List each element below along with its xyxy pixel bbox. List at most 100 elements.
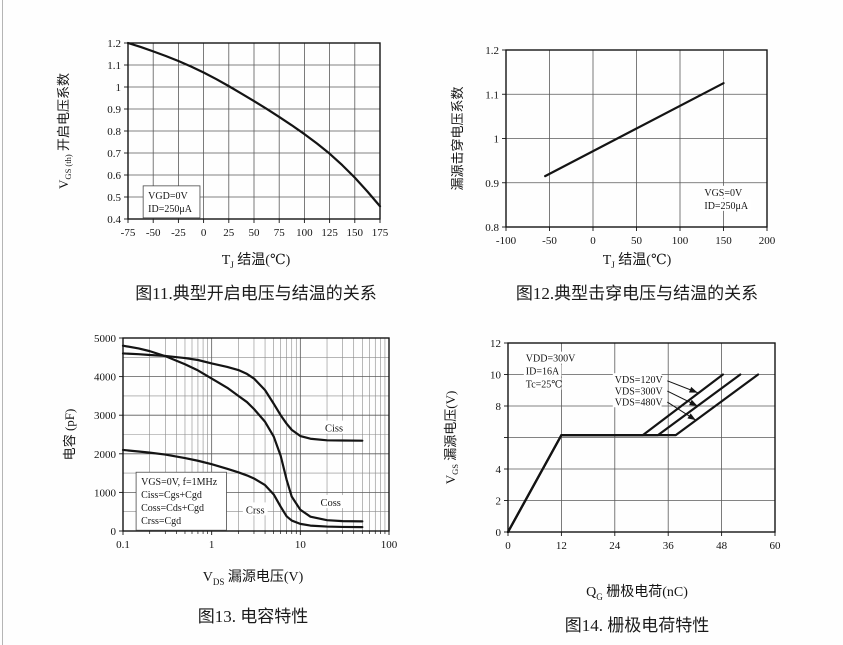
fig11-plot-border [127, 42, 381, 220]
svg-text:60: 60 [770, 540, 782, 552]
svg-text:ID=250μA: ID=250μA [704, 201, 749, 212]
fig11-caption: 图11.典型开启电压与结温的关系 [135, 284, 377, 303]
svg-text:-25: -25 [171, 227, 186, 239]
figure-12-breakdown-voltage-vs-temperature: -100 -50 0 50 100 150 200 0.8 0.9 1 1.1 1.2 漏源击穿电压系数… [450, 10, 820, 310]
svg-text:Crss: Crss [246, 505, 265, 516]
svg-text:36: 36 [663, 540, 675, 552]
svg-text:-50: -50 [542, 235, 557, 247]
fig14-y-axis-label: VGS 漏源电压(V) [443, 391, 460, 485]
fig13-x-tick-labels: 0.1 1 10 100 [116, 539, 398, 551]
svg-text:1: 1 [494, 134, 500, 146]
fig12-annotation: VGS=0V ID=250μA [702, 185, 752, 212]
svg-text:1: 1 [116, 82, 122, 94]
svg-text:200: 200 [759, 235, 776, 247]
fig14-caption: 图14. 栅极电荷特性 [564, 616, 710, 635]
fig14-pointer-VDS=120V: VDS=120V [612, 373, 698, 394]
svg-text:VDS=120V: VDS=120V [615, 375, 664, 386]
fig13-annotation: VGS=0V, f=1MHz Ciss=Cgs+Cgd Coss=Cds+Cgd Cr… [135, 471, 227, 531]
fig12-y-axis-label: 漏源击穿电压系数 [450, 86, 465, 190]
svg-text:75: 75 [274, 227, 286, 239]
fig12-y-tick-labels: 0.8 0.9 1 1.1 1.2 [485, 45, 499, 234]
fig14-curve-VDS=480V [506, 373, 760, 534]
svg-text:3000: 3000 [94, 410, 117, 422]
svg-text:0.8: 0.8 [485, 222, 499, 234]
fig12-grid [502, 49, 768, 231]
fig13-caption: 图13. 电容特性 [197, 607, 309, 626]
svg-text:0: 0 [496, 527, 502, 539]
svg-text:VGS 漏源电压(V): VGS 漏源电压(V) [443, 391, 460, 485]
svg-text:12: 12 [556, 540, 567, 552]
svg-text:0.7: 0.7 [107, 148, 121, 160]
svg-text:5000: 5000 [94, 333, 117, 345]
svg-text:0.8: 0.8 [107, 126, 121, 138]
svg-text:0.9: 0.9 [107, 104, 121, 116]
svg-text:0.5: 0.5 [107, 192, 121, 204]
svg-text:Tc=25℃: Tc=25℃ [526, 380, 563, 391]
svg-text:4000: 4000 [94, 372, 117, 384]
fig11-curve-normalized-threshold-voltage [126, 41, 382, 208]
svg-text:1.1: 1.1 [485, 89, 499, 101]
fig12-plot: -100 -50 0 50 100 150 200 0.8 0.9 1 1.1 1.2 漏源击穿电压系数… [450, 45, 776, 247]
fig11-series [126, 41, 382, 208]
fig13-y-tick-labels: 0 1000 2000 3000 4000 5000 [94, 333, 117, 538]
svg-text:Crss=Cgd: Crss=Cgd [141, 516, 181, 527]
svg-text:1.1: 1.1 [107, 60, 121, 72]
svg-text:VGS=0V: VGS=0V [704, 188, 743, 199]
fig11-y-axis-label: VGS (th) 开启电压系数 [56, 73, 73, 189]
fig13-curve-label-Coss: Coss [318, 495, 344, 509]
svg-text:ID=250μA: ID=250μA [148, 204, 193, 215]
fig13-plot-border [122, 337, 390, 532]
svg-text:100: 100 [296, 227, 313, 239]
svg-text:Coss: Coss [320, 498, 340, 509]
fig14-series [506, 373, 760, 534]
fig14-annotation: VDD=300V ID=16A Tc=25℃ [523, 351, 576, 391]
fig13-curve-Crss [121, 448, 364, 529]
svg-text:VGD=0V: VGD=0V [148, 191, 188, 202]
svg-text:VGS (th) 开启电压系数: VGS (th) 开启电压系数 [56, 73, 73, 189]
fig11-annotation: VGD=0V ID=250μA [142, 185, 201, 219]
figure-13-capacitance-characteristics: 0.1 1 10 100 0 1000 2000 3000 4000 5000 电容 (pF) VGS… [50, 325, 415, 640]
fig13-x-axis-label: VDS 漏源电压(V) [202, 570, 304, 587]
svg-text:48: 48 [716, 540, 728, 552]
svg-text:-75: -75 [121, 227, 136, 239]
figure-11-threshold-voltage-vs-temperature: -75 -50 -25 0 25 50 75 100 125 150 175 0.4 0.5 0.6 0.7… [50, 10, 415, 310]
svg-text:100: 100 [381, 539, 398, 551]
svg-text:ID=16A: ID=16A [526, 367, 560, 378]
svg-text:50: 50 [249, 227, 261, 239]
svg-text:175: 175 [372, 227, 389, 239]
svg-text:150: 150 [715, 235, 732, 247]
fig13-series [121, 344, 364, 529]
svg-text:0: 0 [111, 526, 117, 538]
svg-text:50: 50 [631, 235, 643, 247]
fig12-plot-border [505, 49, 768, 228]
svg-text:8: 8 [496, 401, 502, 413]
fig12-x-axis-label: TJ 结温(℃) [602, 253, 672, 270]
svg-text:10: 10 [490, 370, 502, 382]
fig11-plot: -75 -50 -25 0 25 50 75 100 125 150 175 0.4 0.5 0.6 0.7… [56, 38, 389, 239]
svg-text:4: 4 [496, 464, 502, 476]
fig13-y-axis-label: 电容 (pF) [62, 409, 77, 461]
svg-text:2: 2 [496, 496, 502, 508]
svg-text:1000: 1000 [94, 487, 117, 499]
figure-14-gate-charge-characteristics: 0 12 24 36 48 60 0 2 4 8 10 12 VGS 漏源电压(V) VDD=300V ID… [440, 322, 810, 642]
fig12-curve-normalized-breakdown-voltage [544, 82, 725, 178]
fig11-y-tick-labels: 0.4 0.5 0.6 0.7 0.8 0.9 1 1.1 1.2 [107, 38, 121, 226]
svg-text:2000: 2000 [94, 449, 117, 461]
fig14-plot-border [507, 342, 776, 533]
page-edge-line [2, 0, 3, 645]
svg-text:0.9: 0.9 [485, 178, 499, 190]
fig13-curve-Ciss [121, 352, 364, 442]
fig13-curve-label-Ciss: Ciss [321, 420, 347, 435]
fig12-caption: 图12.典型击穿电压与结温的关系 [515, 284, 759, 303]
svg-text:1.2: 1.2 [485, 45, 499, 57]
svg-text:-100: -100 [496, 235, 517, 247]
svg-text:150: 150 [347, 227, 364, 239]
svg-text:-50: -50 [146, 227, 161, 239]
svg-text:Ciss: Ciss [325, 424, 343, 435]
svg-text:Ciss=Cgs+Cgd: Ciss=Cgs+Cgd [141, 490, 202, 501]
svg-text:0.1: 0.1 [116, 539, 130, 551]
fig11-x-tick-labels: -75 -50 -25 0 25 50 75 100 125 150 175 [121, 227, 389, 239]
fig12-series [544, 82, 725, 178]
fig13-plot: 0.1 1 10 1000 1000 2000 3000 4000 5000 电容 (pF) VGS… [62, 333, 398, 551]
svg-text:0: 0 [505, 540, 511, 552]
